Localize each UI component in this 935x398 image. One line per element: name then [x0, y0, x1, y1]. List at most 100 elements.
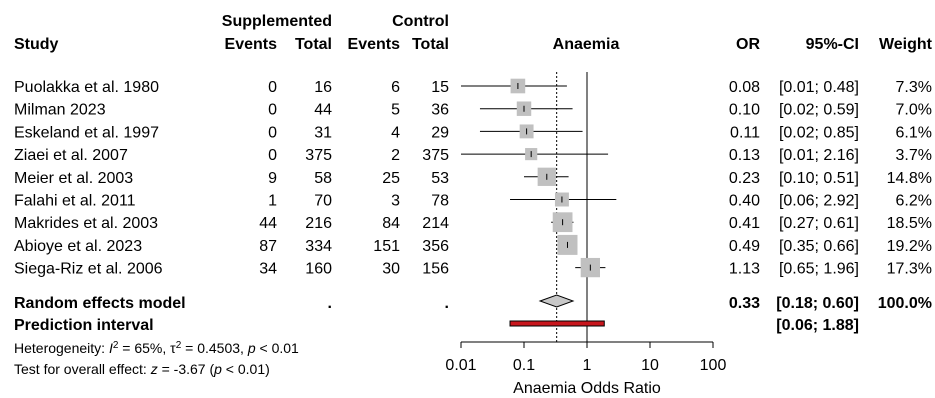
study-name: Makrides et al. 2003 — [14, 215, 158, 232]
confidence-interval: [0.35; 0.66] — [779, 238, 859, 255]
total-control: 15 — [431, 79, 449, 96]
total-control: 375 — [422, 147, 449, 164]
plot-area: 0.01 0.1 1 10 100 — [445, 72, 726, 374]
total-control: 214 — [422, 215, 449, 232]
confidence-interval: [0.27; 0.61] — [779, 215, 859, 232]
events-supplemented: 9 — [268, 170, 277, 187]
table-row: Milman 2023 0 44 5 36 0.10 [0.02; 0.59] 7.0% — [14, 102, 932, 119]
events-control: 6 — [391, 79, 400, 96]
confidence-interval: [0.65; 1.96] — [779, 261, 859, 278]
heterogeneity-prefix: Heterogeneity: — [14, 340, 109, 356]
tau-value: = 0.4503, — [181, 340, 248, 356]
events-supplemented: 0 — [268, 102, 277, 119]
header-total-supplemented: Total — [295, 36, 332, 53]
table-row: Siega-Riz et al. 2006 34 160 30 156 1.13 [0.65… — [14, 261, 932, 278]
random-effects-row: Random effects model . . 0.33 [0.18; 0.6… — [14, 295, 932, 312]
prediction-interval-ci: [0.06; 1.88] — [776, 317, 859, 334]
confidence-interval: [0.10; 0.51] — [779, 170, 859, 187]
study-name: Ziaei et al. 2007 — [14, 147, 128, 164]
overall-effect-text: Test for overall effect: z = -3.67 (p < … — [14, 361, 270, 377]
events-supplemented: 44 — [259, 215, 277, 232]
events-control: 84 — [382, 215, 400, 232]
events-supplemented: 87 — [259, 238, 277, 255]
total-supplemented: 375 — [305, 147, 332, 164]
weight: 6.2% — [896, 193, 932, 210]
weight: 6.1% — [896, 124, 932, 141]
odds-ratio: 0.40 — [729, 193, 760, 210]
total-control: 53 — [431, 170, 449, 187]
random-effects-label: Random effects model — [14, 295, 186, 312]
x-axis-label: Anaemia Odds Ratio — [513, 380, 661, 397]
random-effects-or: 0.33 — [729, 295, 760, 312]
header-or: OR — [736, 36, 760, 53]
heterogeneity-text: Heterogeneity: I2 = 65%, τ2 = 0.4503, p … — [14, 340, 299, 357]
heterogeneity-p-symbol: p — [247, 340, 256, 356]
confidence-interval: [0.06; 2.92] — [779, 193, 859, 210]
i2-value: = 65%, — [118, 340, 170, 356]
study-name: Eskeland et al. 1997 — [14, 124, 159, 141]
study-name: Milman 2023 — [14, 102, 106, 119]
odds-ratio: 0.41 — [729, 215, 760, 232]
events-supplemented: 1 — [268, 193, 277, 210]
random-effects-ci: [0.18; 0.60] — [776, 295, 859, 312]
random-effects-diamond — [538, 294, 575, 308]
events-supplemented: 0 — [268, 79, 277, 96]
total-control: 356 — [422, 238, 449, 255]
header-supplemented: Supplemented — [222, 13, 332, 30]
x-tick-label: 0.01 — [445, 357, 476, 374]
table-row: Eskeland et al. 1997 0 31 4 29 0.11 [0.02; 0.8… — [14, 124, 932, 141]
confidence-interval: [0.01; 0.48] — [779, 79, 859, 96]
table-row: Makrides et al. 2003 44 216 84 214 0.41 [0.27;… — [14, 215, 932, 232]
total-control: 36 — [431, 102, 449, 119]
overall-effect-p-value: < 0.01) — [222, 361, 270, 377]
header-weight: Weight — [879, 36, 933, 53]
weight: 7.3% — [896, 79, 932, 96]
odds-ratio: 1.13 — [729, 261, 760, 278]
events-control: 25 — [382, 170, 400, 187]
tau-symbol: τ — [170, 340, 176, 356]
events-supplemented: 0 — [268, 124, 277, 141]
total-supplemented: 58 — [314, 170, 332, 187]
overall-effect-p-symbol: p — [213, 361, 222, 377]
total-control: 29 — [431, 124, 449, 141]
confidence-interval: [0.02; 0.85] — [779, 124, 859, 141]
table-row: Puolakka et al. 1980 0 16 6 15 0.08 [0.01; 0.4… — [14, 79, 932, 96]
odds-ratio: 0.23 — [729, 170, 760, 187]
z-value: = -3.67 ( — [158, 361, 215, 377]
total-supplemented: 216 — [305, 215, 332, 232]
x-tick-label: 0.1 — [513, 357, 535, 374]
header-study: Study — [14, 36, 59, 53]
odds-ratio: 0.11 — [730, 124, 760, 141]
events-control: 3 — [391, 193, 400, 210]
odds-ratio: 0.08 — [729, 79, 760, 96]
odds-ratio: 0.13 — [729, 147, 760, 164]
random-effects-events-supplemented: . — [328, 295, 332, 312]
study-name: Abioye et al. 2023 — [14, 238, 142, 255]
events-control: 4 — [391, 124, 400, 141]
study-name: Siega-Riz et al. 2006 — [14, 261, 163, 278]
events-control: 2 — [391, 147, 400, 164]
random-effects-weight: 100.0% — [878, 295, 932, 312]
total-supplemented: 70 — [314, 193, 332, 210]
weight: 14.8% — [887, 170, 932, 187]
overall-effect-prefix: Test for overall effect: — [14, 361, 151, 377]
total-supplemented: 160 — [305, 261, 332, 278]
total-control: 156 — [422, 261, 449, 278]
x-tick-label: 10 — [641, 357, 659, 374]
total-control: 78 — [431, 193, 449, 210]
header-ci: 95%-CI — [806, 36, 859, 53]
i2-superscript: 2 — [113, 340, 119, 351]
weight: 3.7% — [896, 147, 932, 164]
header-events-supplemented: Events — [225, 36, 278, 53]
events-control: 151 — [373, 238, 400, 255]
random-effects-events-control: . — [445, 295, 449, 312]
header-events-control: Events — [348, 36, 401, 53]
header-total-control: Total — [412, 36, 449, 53]
x-tick-label: 1 — [583, 357, 592, 374]
table-row: Ziaei et al. 2007 0 375 2 375 0.13 [0.01; 2.16… — [14, 147, 932, 164]
odds-ratio: 0.10 — [729, 102, 760, 119]
odds-ratio: 0.49 — [729, 238, 760, 255]
confidence-interval: [0.02; 0.59] — [779, 102, 859, 119]
tau-superscript: 2 — [176, 340, 182, 351]
study-name: Puolakka et al. 1980 — [14, 79, 159, 96]
